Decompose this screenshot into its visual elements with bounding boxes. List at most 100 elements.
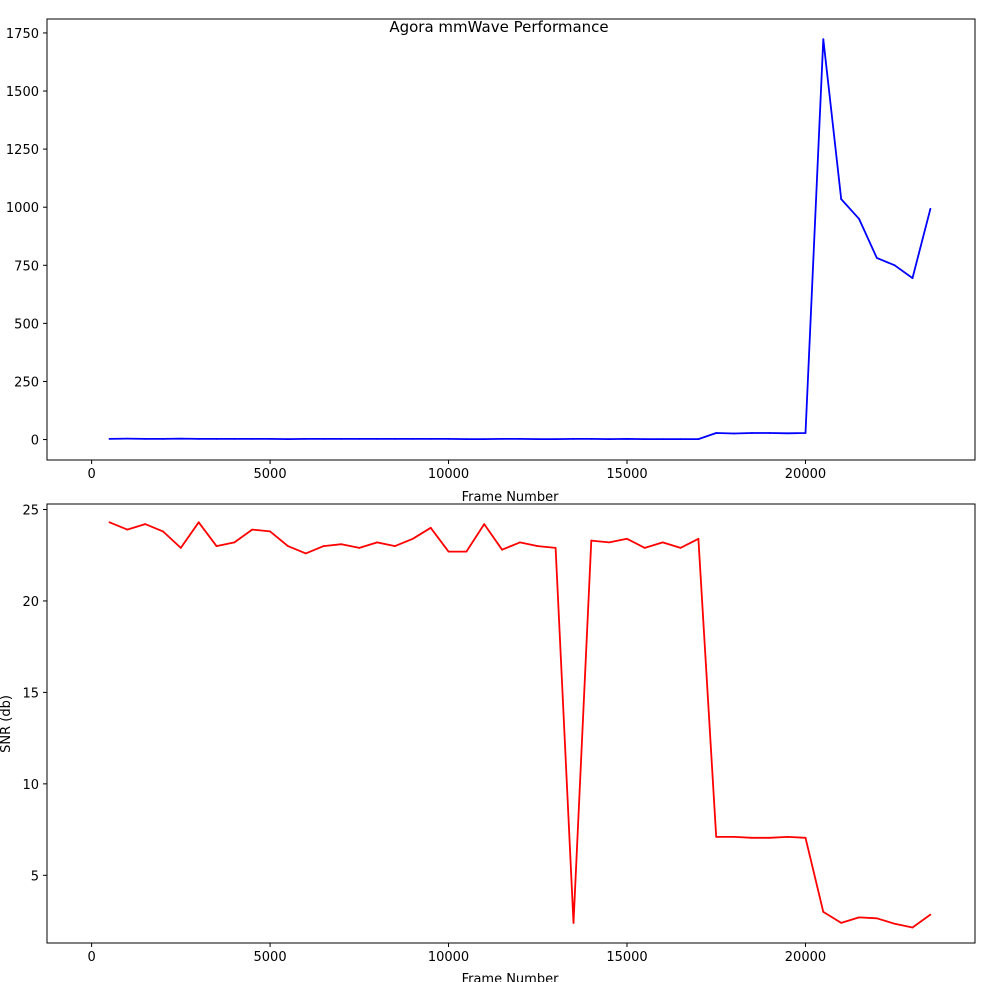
bottom-chart-x-tick-label: 5000 bbox=[254, 950, 287, 965]
top-chart-y-tick-label: 1250 bbox=[6, 143, 39, 158]
top-chart-x-tick-label: 15000 bbox=[606, 467, 647, 482]
top-chart-x-ticks: 0 5000 10000 15000 20000 bbox=[87, 460, 826, 482]
bottom-chart-series bbox=[108, 521, 932, 929]
bottom-chart-data-point bbox=[697, 537, 700, 540]
top-chart-data-point bbox=[465, 438, 468, 440]
bottom-chart-panel: 0 5000 10000 15000 20000 5 10 15 20 25 Frame Num… bbox=[0, 503, 976, 982]
bottom-chart-data-point bbox=[679, 547, 682, 549]
bottom-chart-data-point bbox=[501, 548, 503, 551]
bottom-chart-data-point bbox=[179, 547, 182, 549]
bottom-chart-data-point bbox=[144, 523, 147, 526]
bottom-chart-data-point bbox=[519, 541, 521, 544]
top-chart-y-tick-label: 750 bbox=[14, 259, 39, 274]
bottom-chart-y-ticks: 5 10 15 20 25 bbox=[22, 503, 47, 884]
top-chart-frame bbox=[46, 18, 976, 461]
top-chart-data-point bbox=[519, 437, 521, 440]
bottom-chart-data-point bbox=[536, 545, 539, 547]
top-chart-y-tick-label: 1750 bbox=[6, 27, 39, 42]
top-chart-panel: 0 5000 10000 15000 20000 0 250 500 750 1000 1250 1… bbox=[6, 18, 976, 505]
top-chart-x-tick-label: 5000 bbox=[254, 467, 287, 482]
bottom-chart-data-point bbox=[483, 523, 486, 526]
top-chart-y-tick-label: 0 bbox=[31, 434, 39, 449]
bottom-chart-data-point bbox=[215, 545, 218, 547]
bottom-chart-data-point bbox=[340, 543, 343, 546]
bottom-chart-data-point bbox=[465, 550, 468, 553]
bottom-chart-frame bbox=[46, 503, 976, 944]
bottom-chart-data-point bbox=[304, 552, 307, 555]
bottom-chart-data-point bbox=[929, 913, 932, 916]
top-chart-data-point bbox=[858, 217, 860, 220]
bottom-chart-y-tick-label: 15 bbox=[22, 686, 39, 701]
top-chart-data-point bbox=[287, 438, 289, 440]
top-chart-data-point bbox=[893, 264, 896, 267]
top-chart-y-tick-label: 250 bbox=[14, 375, 39, 390]
top-chart-data-point bbox=[215, 437, 218, 440]
top-chart-data-point bbox=[733, 432, 735, 435]
top-chart-series bbox=[108, 38, 932, 441]
top-chart-data-point bbox=[590, 437, 593, 440]
top-chart-data-point bbox=[626, 437, 628, 440]
top-chart-data-point bbox=[376, 437, 379, 440]
bottom-chart-data-point bbox=[626, 537, 628, 540]
bottom-chart-data-point bbox=[197, 521, 200, 524]
bottom-chart-data-point bbox=[376, 541, 379, 544]
top-chart-data-point bbox=[751, 432, 753, 434]
top-chart-data-point bbox=[429, 437, 432, 440]
bottom-chart-data-point bbox=[661, 541, 664, 544]
bottom-chart-y-axis-label: SNR (db) bbox=[0, 695, 14, 753]
bottom-chart-x-axis-label: Frame Number bbox=[462, 972, 560, 982]
bottom-chart-data-point bbox=[911, 926, 914, 929]
top-chart-data-point bbox=[269, 437, 271, 440]
bottom-chart-data-point bbox=[358, 547, 361, 549]
top-chart-data-point bbox=[322, 437, 325, 440]
top-chart-data-point bbox=[411, 437, 414, 440]
top-chart-data-point bbox=[233, 437, 236, 440]
top-chart-data-point bbox=[875, 256, 878, 259]
top-chart-data-point bbox=[144, 437, 147, 440]
bottom-chart-data-point bbox=[287, 545, 289, 547]
bottom-chart-data-point bbox=[233, 541, 236, 544]
top-chart-data-point bbox=[786, 432, 789, 435]
figure-title: Agora mmWave Performance bbox=[389, 18, 608, 36]
bottom-chart-data-point bbox=[875, 917, 878, 920]
top-chart-data-point bbox=[358, 437, 361, 440]
bottom-chart-data-point bbox=[162, 530, 164, 533]
top-chart-x-tick-label: 10000 bbox=[428, 467, 469, 482]
bottom-chart-data-point bbox=[786, 836, 789, 838]
top-chart-data-point bbox=[394, 437, 396, 440]
top-chart-data-point bbox=[251, 437, 254, 440]
top-chart-data-point bbox=[108, 437, 111, 440]
bottom-chart-data-point bbox=[572, 921, 575, 924]
bottom-chart-y-tick-label: 20 bbox=[22, 595, 39, 610]
top-chart-data-point bbox=[197, 437, 200, 440]
top-chart-data-point bbox=[911, 277, 914, 279]
bottom-chart-data-point bbox=[590, 539, 593, 542]
top-chart-data-point bbox=[340, 437, 343, 440]
bottom-chart-data-point bbox=[411, 537, 414, 540]
top-chart-data-point bbox=[697, 438, 700, 440]
bottom-chart-data-point bbox=[715, 836, 718, 838]
top-chart-data-point bbox=[768, 432, 771, 434]
bottom-chart-series-line bbox=[109, 521, 931, 929]
bottom-chart-x-tick-label: 0 bbox=[87, 950, 95, 965]
bottom-chart-data-point bbox=[733, 836, 735, 838]
bottom-chart-data-point bbox=[893, 922, 896, 925]
top-chart-data-point bbox=[929, 207, 932, 210]
bottom-chart-data-point bbox=[554, 547, 557, 549]
top-chart-y-tick-label: 1000 bbox=[6, 201, 39, 216]
bottom-chart-data-point bbox=[251, 528, 254, 531]
top-chart-data-point bbox=[608, 438, 611, 440]
top-chart-data-point bbox=[679, 438, 682, 440]
top-chart-data-point bbox=[447, 437, 450, 440]
top-chart-data-point bbox=[162, 437, 164, 440]
bottom-chart-x-tick-label: 10000 bbox=[428, 950, 469, 965]
top-chart-data-point bbox=[536, 438, 539, 440]
top-chart-data-point bbox=[554, 438, 557, 440]
bottom-chart-data-point bbox=[643, 547, 646, 549]
bottom-chart-data-point bbox=[768, 836, 771, 839]
bottom-chart-data-point bbox=[751, 836, 753, 839]
bottom-chart-y-tick-label: 5 bbox=[31, 869, 39, 884]
bottom-chart-data-point bbox=[322, 545, 325, 547]
bottom-chart-data-point bbox=[804, 836, 807, 839]
bottom-chart-data-point bbox=[447, 550, 450, 553]
